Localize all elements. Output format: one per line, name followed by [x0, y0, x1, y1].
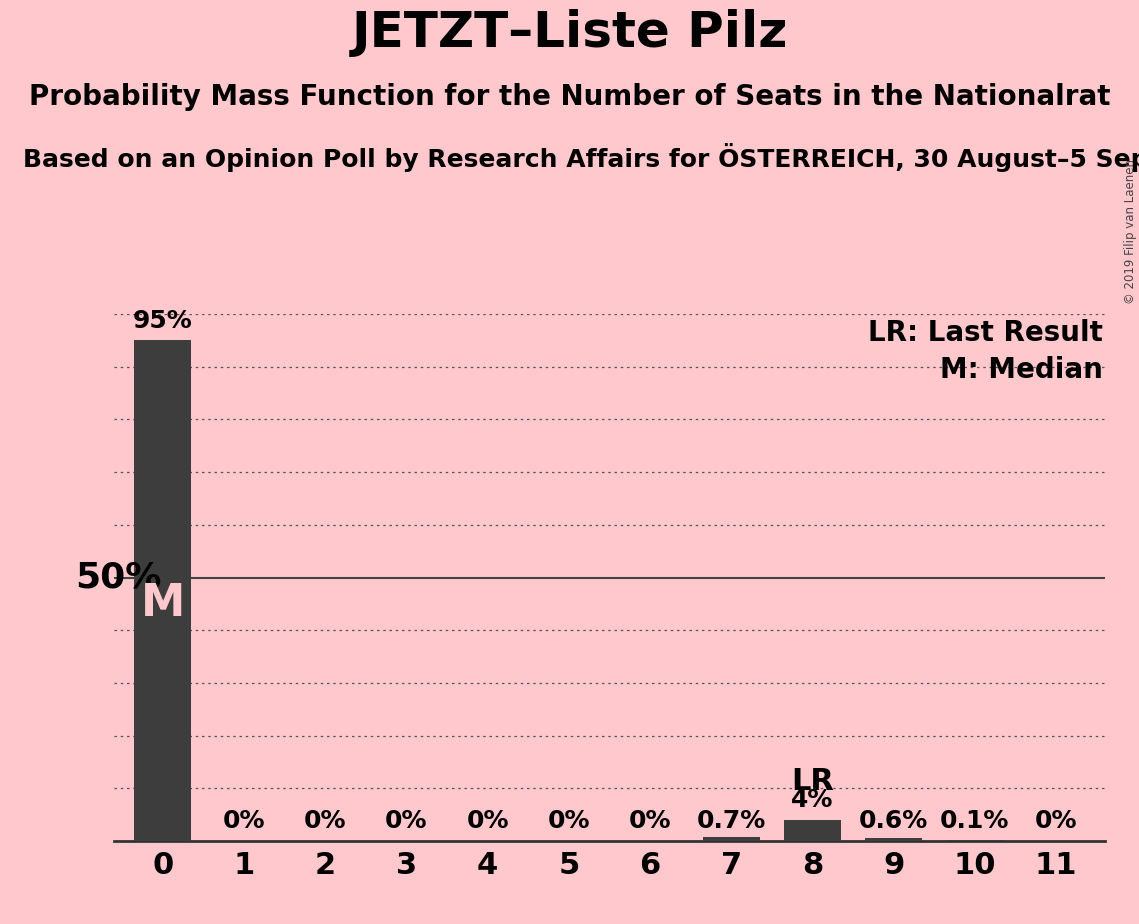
Text: Probability Mass Function for the Number of Seats in the Nationalrat: Probability Mass Function for the Number…: [28, 83, 1111, 111]
Bar: [703, 837, 760, 841]
Bar: [784, 820, 841, 841]
Text: Based on an Opinion Poll by Research Affairs for ÖSTERREICH, 30 August–5 Septemb: Based on an Opinion Poll by Research Aff…: [23, 143, 1139, 172]
Text: 0%: 0%: [385, 808, 427, 833]
Text: 0%: 0%: [304, 808, 346, 833]
Text: 0%: 0%: [548, 808, 590, 833]
Bar: [134, 341, 191, 841]
Text: 0%: 0%: [222, 808, 265, 833]
Text: LR: LR: [790, 767, 834, 796]
Text: JETZT–Liste Pilz: JETZT–Liste Pilz: [351, 9, 788, 57]
Bar: [866, 838, 923, 841]
Text: 0.6%: 0.6%: [859, 808, 928, 833]
Text: 0%: 0%: [629, 808, 671, 833]
Text: © 2019 Filip van Laenen: © 2019 Filip van Laenen: [1124, 159, 1137, 303]
Text: 95%: 95%: [133, 309, 192, 333]
Text: 4%: 4%: [792, 788, 834, 812]
Text: LR: Last Result: LR: Last Result: [868, 320, 1103, 347]
Text: 0.1%: 0.1%: [940, 808, 1009, 833]
Text: 0%: 0%: [1035, 808, 1077, 833]
Text: 50%: 50%: [75, 561, 162, 594]
Text: 0%: 0%: [466, 808, 509, 833]
Text: M: Median: M: Median: [940, 357, 1103, 384]
Text: 0.7%: 0.7%: [697, 808, 765, 833]
Text: M: M: [140, 582, 185, 626]
